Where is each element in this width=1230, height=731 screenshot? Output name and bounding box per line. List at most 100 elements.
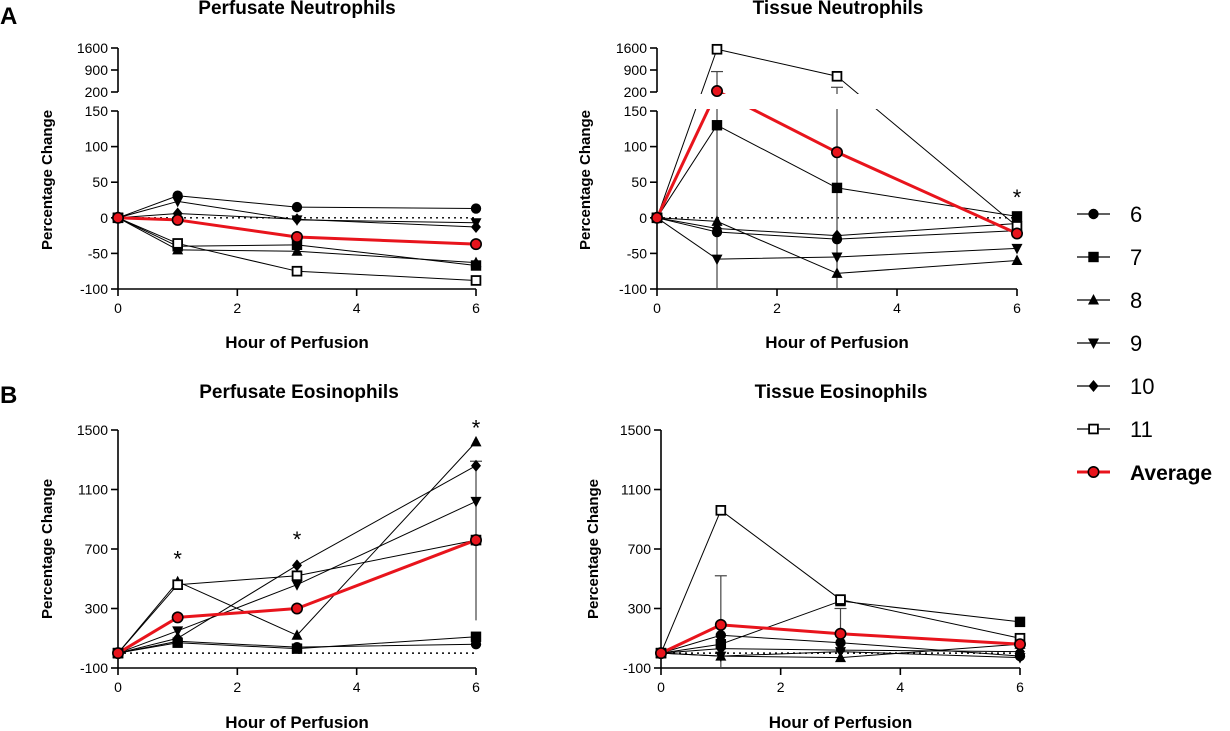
data-point-10	[292, 213, 302, 226]
y-tick-label: 150	[624, 103, 648, 119]
axis-break-gap	[116, 94, 478, 109]
legend-label-s7: 7	[1130, 245, 1142, 270]
data-point-9	[172, 196, 184, 208]
data-point-7	[291, 239, 303, 251]
series-line-8	[296, 441, 477, 636]
legend-marker-s6	[1088, 208, 1099, 220]
legend-marker-s11	[1088, 423, 1099, 435]
legend-marker-s8	[1088, 294, 1099, 305]
series-line-6	[720, 634, 841, 644]
y-tick-label: 0	[639, 210, 647, 226]
series-line-9	[660, 652, 722, 657]
y-tick-label: 100	[624, 139, 648, 155]
series-line-9	[177, 200, 298, 221]
y-tick-label: 1600	[77, 40, 108, 56]
y-axis-label: Percentage Change	[585, 479, 602, 619]
data-point-7	[291, 643, 303, 654]
data-point-average	[469, 238, 482, 251]
series-line-10	[716, 227, 838, 237]
data-point-11	[835, 594, 846, 605]
series-line-10	[177, 213, 298, 220]
y-tick-label: 1500	[77, 422, 108, 438]
data-point-10	[832, 229, 842, 242]
x-tick-label: 0	[114, 300, 122, 316]
data-point-average	[714, 618, 727, 631]
data-point-average	[1013, 638, 1026, 651]
data-point-11	[291, 265, 303, 277]
data-point-10	[715, 642, 726, 655]
series-line-7	[177, 244, 298, 247]
data-point-9	[470, 496, 482, 508]
series-line-9	[117, 630, 179, 654]
series-line-7	[840, 600, 1021, 623]
series-line-8	[177, 249, 298, 252]
series-line-9	[720, 651, 841, 657]
data-point-11	[711, 43, 723, 55]
series-line-11	[840, 599, 1021, 639]
data-point-11	[831, 70, 843, 82]
legend: 6 7 8 9 10 11 Average	[1077, 202, 1212, 485]
y-tick-label: 700	[85, 541, 109, 557]
legend-marker-s10	[1088, 380, 1099, 392]
data-point-average	[112, 647, 125, 660]
data-point-average	[830, 146, 843, 159]
chart-title: Perfusate Neutrophils	[198, 0, 395, 19]
data-point-average	[171, 213, 184, 226]
series-line-8	[117, 217, 179, 251]
x-axis-label: Hour of Perfusion	[225, 333, 369, 352]
panel-label-b: B	[0, 382, 17, 409]
axis-break-gap	[655, 94, 1019, 109]
series-line-10	[296, 465, 477, 566]
series-line-7	[720, 600, 841, 645]
panel-label-a: A	[0, 3, 17, 30]
series-line-6	[117, 195, 179, 219]
data-point-7	[1011, 211, 1023, 222]
x-tick-label: 6	[1016, 679, 1024, 695]
data-point-9	[831, 252, 843, 263]
significance-asterisk: *	[1013, 185, 1022, 210]
data-point-7	[1014, 616, 1026, 628]
chart-title: Perfusate Eosinophils	[199, 382, 399, 403]
y-tick-label: 300	[85, 601, 109, 617]
data-point-8	[470, 256, 482, 268]
series-line-11	[117, 217, 179, 244]
series-line-9	[716, 256, 838, 260]
series-line-10	[296, 218, 477, 228]
x-axis-label: Hour of Perfusion	[765, 333, 909, 352]
data-point-10	[471, 459, 481, 472]
x-axis-label: Hour of Perfusion	[225, 713, 369, 731]
series-line-10	[840, 649, 1021, 653]
series-line-11	[716, 48, 838, 77]
series-line-average	[295, 538, 478, 610]
series-line-9	[656, 217, 718, 260]
data-point-average	[1010, 227, 1023, 240]
data-point-8	[831, 267, 843, 278]
series-line-8	[836, 260, 1018, 274]
legend-label-s9: 9	[1130, 331, 1142, 356]
series-line-11	[177, 575, 298, 586]
y-tick-label: -100	[80, 281, 108, 297]
significance-asterisk: *	[472, 416, 481, 441]
data-point-6	[470, 203, 482, 214]
y-tick-label: 50	[92, 174, 108, 190]
data-point-9	[172, 626, 184, 637]
y-axis-label: Percentage Change	[39, 110, 56, 250]
chart-perfusate-neutrophils: Perfusate Neutrophils 0 2 4 6 -100 -50 0 50 100 15…	[39, 0, 482, 352]
x-tick-label: 6	[1013, 300, 1021, 316]
series-line-11	[117, 584, 179, 654]
chart-tissue-neutrophils: Tissue Neutrophils 0 2 4 6 -100 -50 0 50 100 150 20…	[577, 0, 1023, 352]
series-line-average	[839, 632, 1022, 646]
legend-marker-s9	[1088, 338, 1099, 349]
legend-label-avg: Average	[1130, 462, 1212, 485]
series-line-7	[660, 643, 722, 654]
series-line-average	[835, 150, 1019, 235]
series-line-8	[720, 655, 841, 659]
y-tick-label: 900	[85, 62, 109, 78]
series-line-6	[660, 634, 722, 654]
data-point-average	[710, 85, 723, 98]
series-line-6	[656, 217, 718, 233]
legend-marker-s7	[1088, 251, 1099, 263]
data-point-8	[711, 215, 723, 226]
x-tick-label: 4	[353, 300, 361, 316]
